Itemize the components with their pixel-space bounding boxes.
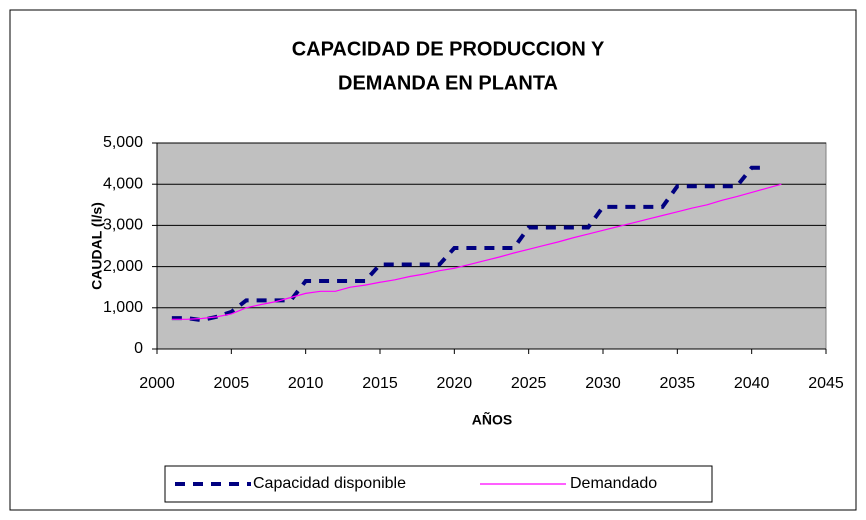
chart-title: DEMANDA EN PLANTA xyxy=(338,72,558,94)
y-axis-title: CAUDAL (l/s) xyxy=(89,202,105,290)
x-tick-label: 2015 xyxy=(362,375,398,392)
x-tick-label: 2005 xyxy=(214,375,250,392)
y-tick-label: 0 xyxy=(134,340,143,357)
legend xyxy=(164,465,713,503)
legend-label: Capacidad disponible xyxy=(253,475,406,492)
x-tick-label: 2045 xyxy=(808,375,844,392)
x-axis-title: AÑOS xyxy=(472,411,512,428)
series-line xyxy=(171,165,767,323)
x-tick-label: 2025 xyxy=(511,375,547,392)
x-tick-label: 2020 xyxy=(437,375,473,392)
x-tick-label: 2040 xyxy=(734,375,770,392)
y-tick-label: 1,000 xyxy=(103,299,143,316)
series-line xyxy=(171,183,782,320)
chart-title: CAPACIDAD DE PRODUCCION Y xyxy=(292,38,605,60)
y-tick-label: 5,000 xyxy=(103,134,143,151)
x-tick-label: 2000 xyxy=(139,375,175,392)
y-tick-label: 3,000 xyxy=(103,217,143,234)
plot-area xyxy=(156,142,827,350)
x-tick-label: 2010 xyxy=(288,375,324,392)
x-tick-label: 2035 xyxy=(660,375,696,392)
y-tick-label: 2,000 xyxy=(103,258,143,275)
x-tick-label: 2030 xyxy=(585,375,621,392)
legend-label: Demandado xyxy=(570,475,657,492)
y-tick-label: 4,000 xyxy=(103,175,143,192)
